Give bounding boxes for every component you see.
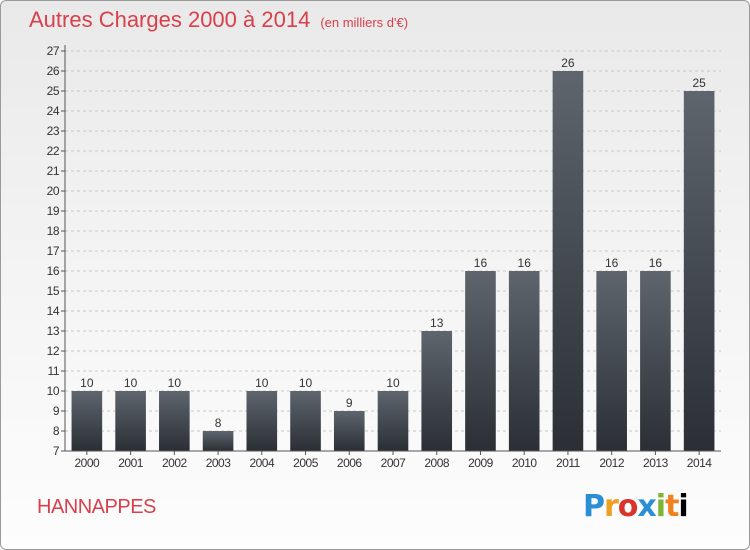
x-tick-label: 2011 <box>556 456 581 470</box>
x-tick-label: 2008 <box>424 456 450 470</box>
y-tick-label: 26 <box>47 64 60 78</box>
data-label: 10 <box>299 376 313 390</box>
x-tick-label: 2014 <box>687 456 713 470</box>
logo-letter: P <box>583 489 605 524</box>
bar <box>421 331 453 451</box>
data-label: 10 <box>168 376 182 390</box>
data-label: 10 <box>124 376 138 390</box>
bar <box>115 391 146 451</box>
x-tick-label: 2009 <box>468 456 494 470</box>
x-tick-label: 2003 <box>206 456 232 470</box>
logo-letter: x <box>637 489 656 524</box>
data-label: 16 <box>649 256 663 270</box>
data-label: 8 <box>215 416 222 430</box>
x-tick-label: 2000 <box>75 456 101 470</box>
data-label: 25 <box>692 76 706 90</box>
y-tick-label: 8 <box>53 424 60 438</box>
bar <box>683 91 715 451</box>
x-axis: 2000 2001 2002 2003 2004 2005 2006 2007 2008 2009… <box>65 450 721 470</box>
y-tick-label: 11 <box>48 364 60 378</box>
y-tick-label: 13 <box>47 324 60 338</box>
title-text: Autres Charges 2000 à 2014 <box>29 7 311 32</box>
y-tick-label: 19 <box>47 204 60 218</box>
y-tick-label: 12 <box>47 344 60 358</box>
y-axis: 7 8 9 10 11 12 13 14 15 16 17 18 19 20 21 22 23 24 25 26 27 <box>47 44 66 458</box>
bar <box>552 71 584 451</box>
x-tick-label: 2007 <box>381 456 407 470</box>
data-label: 16 <box>518 256 532 270</box>
logo-letter: t <box>665 489 679 524</box>
bar <box>596 271 627 451</box>
data-label: 26 <box>561 56 575 70</box>
logo-letter: i <box>678 489 688 524</box>
y-tick-label: 10 <box>47 384 60 398</box>
chart-title: Autres Charges 2000 à 2014 (en milliers d… <box>29 7 408 33</box>
y-tick-label: 20 <box>47 184 60 198</box>
data-label: 13 <box>430 316 444 330</box>
logo-letter: r <box>604 489 619 524</box>
y-tick-label: 7 <box>53 444 60 458</box>
x-tick-label: 2001 <box>118 456 144 470</box>
bar <box>290 391 321 451</box>
x-tick-label: 2002 <box>162 456 188 470</box>
y-tick-label: 15 <box>47 284 60 298</box>
y-tick-label: 18 <box>47 224 60 238</box>
data-label: 10 <box>255 376 269 390</box>
bar <box>377 391 409 451</box>
y-tick-label: 16 <box>47 264 60 278</box>
bar <box>202 431 234 451</box>
logo-letter: o <box>617 489 639 524</box>
y-tick-label: 17 <box>47 244 60 258</box>
bar <box>159 391 190 451</box>
bar <box>71 391 103 451</box>
x-tick-label: 2006 <box>337 456 363 470</box>
bar <box>508 271 540 451</box>
x-tick-label: 2004 <box>249 456 275 470</box>
bar <box>333 411 365 451</box>
y-tick-label: 14 <box>47 304 60 318</box>
data-label: 10 <box>80 376 94 390</box>
y-tick-label: 21 <box>47 164 60 178</box>
data-label: 16 <box>474 256 488 270</box>
y-tick-label: 24 <box>47 104 60 118</box>
y-tick-label: 22 <box>47 144 60 158</box>
x-tick-label: 2010 <box>512 456 538 470</box>
x-tick-label: 2005 <box>293 456 319 470</box>
logo-letter: i <box>655 489 666 524</box>
y-tick-label: 27 <box>47 44 60 58</box>
data-label: 10 <box>386 376 400 390</box>
bars: 10 10 10 8 10 10 9 10 13 16 16 26 16 16 25 <box>71 56 715 451</box>
y-tick-label: 25 <box>47 84 60 98</box>
y-tick-label: 9 <box>53 404 60 418</box>
proxiti-logo: Proxiti <box>583 489 689 524</box>
bar <box>640 271 671 451</box>
commune-name: HANNAPPES <box>37 496 156 518</box>
x-tick-label: 2013 <box>643 456 669 470</box>
data-label: 16 <box>605 256 619 270</box>
x-tick-label: 2012 <box>599 456 625 470</box>
y-tick-label: 23 <box>47 124 60 138</box>
bar <box>465 271 496 451</box>
data-label: 9 <box>346 396 353 410</box>
bar <box>246 391 278 451</box>
chart-subtitle: (en milliers d'€) <box>320 15 409 30</box>
